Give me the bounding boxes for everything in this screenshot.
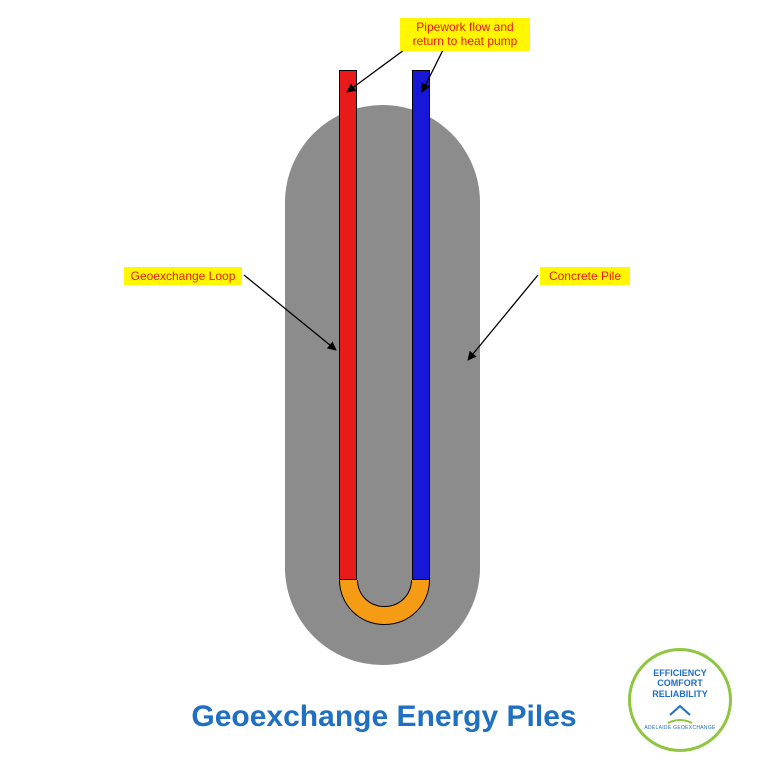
brand-logo-badge: EFFICIENCY COMFORT RELIABILITY ADELAIDE … <box>628 648 732 752</box>
logo-line-2: COMFORT <box>657 678 703 688</box>
pipe-blue <box>412 70 430 580</box>
logo-house-icon <box>666 703 694 725</box>
logo-subtext: ADELAIDE GEOEXCHANGE <box>644 726 715 732</box>
diagram-stage: Pipework flow and return to heat pump Ge… <box>0 0 768 768</box>
pipe-red <box>339 70 357 580</box>
logo-line-1: EFFICIENCY <box>653 668 707 678</box>
label-pipework: Pipework flow and return to heat pump <box>400 18 530 51</box>
label-concrete-pile: Concrete Pile <box>540 267 630 285</box>
label-geoloop: Geoexchange Loop <box>124 267 242 285</box>
logo-line-3: RELIABILITY <box>652 689 708 699</box>
